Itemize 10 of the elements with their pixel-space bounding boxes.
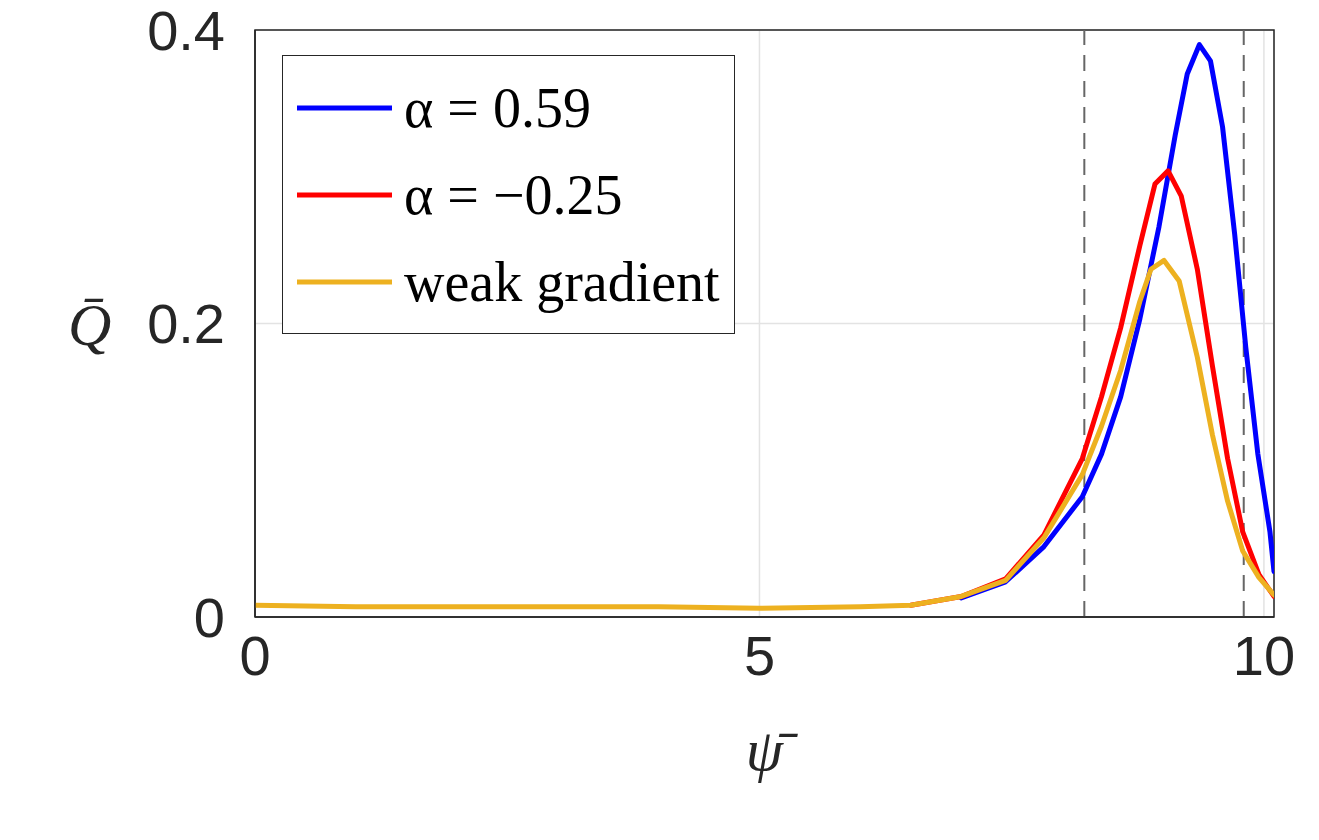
x-axis-title: ψ̄ <box>745 716 799 783</box>
y-axis-title: Q̄ <box>68 291 112 358</box>
legend-label: α = 0.59 <box>404 75 591 140</box>
legend-label: α = −0.25 <box>404 162 623 227</box>
x-tick-label: 5 <box>743 623 776 687</box>
y-tick-label: 0.2 <box>147 292 225 356</box>
y-tick-label: 0.4 <box>147 0 225 62</box>
legend-label: weak gradient <box>404 249 720 314</box>
x-tick-label: 0 <box>239 623 271 687</box>
x-tick-label: 10 <box>1232 623 1296 687</box>
